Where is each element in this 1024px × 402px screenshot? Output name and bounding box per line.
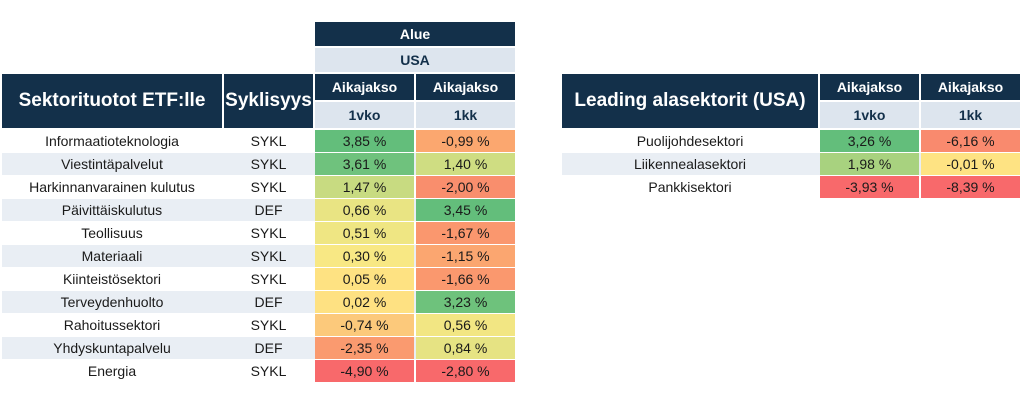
return-1kk: -1,66 % bbox=[416, 268, 515, 290]
cyclicality-value: DEF bbox=[254, 202, 283, 218]
table-row: Terveydenhuolto DEF 0,02 % 3,23 % bbox=[2, 291, 515, 313]
return-1vko: 0,51 % bbox=[315, 222, 414, 244]
table-title: Sektorituotot ETF:lle bbox=[2, 74, 222, 128]
table-row: Energia SYKL -4,90 % -2,80 % bbox=[2, 360, 515, 382]
table-row: Teollisuus SYKL 0,51 % -1,67 % bbox=[2, 222, 515, 244]
return-1vko: 0,66 % bbox=[315, 199, 414, 221]
return-1kk: 0,84 % bbox=[416, 337, 515, 359]
return-1kk: -0,99 % bbox=[416, 130, 515, 152]
return-1kk: -2,00 % bbox=[416, 176, 515, 198]
table-row: Viestintäpalvelut SYKL 3,61 % 1,40 % bbox=[2, 153, 515, 175]
subsector-name: Puolijohdesektori bbox=[636, 133, 744, 149]
subsector-return-1vko: 3,26 % bbox=[820, 130, 919, 152]
return-1kk: 1,40 % bbox=[416, 153, 515, 175]
sector-name: Päivittäiskulutus bbox=[61, 202, 163, 218]
subsector-table-title: Leading alasektorit (USA) bbox=[562, 74, 818, 128]
cyclicality-value: DEF bbox=[254, 294, 283, 310]
subsector-return-1vko: -3,93 % bbox=[820, 176, 919, 198]
subsector-period-label-2: Aikajakso bbox=[921, 74, 1020, 100]
subsector-return-1kk: -6,16 % bbox=[921, 130, 1020, 152]
table-row: Pankkisektori -3,93 % -8,39 % bbox=[562, 176, 1020, 198]
period-label-1: Aikajakso bbox=[315, 74, 414, 100]
table-row: Harkinnanvarainen kulutus SYKL 1,47 % -2… bbox=[2, 176, 515, 198]
cyclicality-value: SYKL bbox=[250, 156, 287, 172]
return-1vko: 0,30 % bbox=[315, 245, 414, 267]
table-row: Päivittäiskulutus DEF 0,66 % 3,45 % bbox=[2, 199, 515, 221]
return-1vko: 3,61 % bbox=[315, 153, 414, 175]
sector-name: Teollisuus bbox=[81, 225, 143, 241]
subsector-name: Pankkisektori bbox=[648, 179, 732, 195]
sector-name: Terveydenhuolto bbox=[60, 294, 164, 310]
return-1kk: 3,23 % bbox=[416, 291, 515, 313]
sector-name: Materiaali bbox=[81, 248, 143, 264]
table-row: Puolijohdesektori 3,26 % -6,16 % bbox=[562, 130, 1020, 152]
return-1kk: 0,56 % bbox=[416, 314, 515, 336]
period-label-2: Aikajakso bbox=[416, 74, 515, 100]
return-1vko: -2,35 % bbox=[315, 337, 414, 359]
sector-name: Harkinnanvarainen kulutus bbox=[29, 179, 195, 195]
return-1vko: 0,02 % bbox=[315, 291, 414, 313]
table-row: Yhdyskuntapalvelu DEF -2,35 % 0,84 % bbox=[2, 337, 515, 359]
sector-name: Yhdyskuntapalvelu bbox=[53, 340, 171, 356]
subsector-return-1vko: 1,98 % bbox=[820, 153, 919, 175]
sector-name: Energia bbox=[87, 363, 137, 379]
table-row: Liikennealasektori 1,98 % -0,01 % bbox=[562, 153, 1020, 175]
table-row: Rahoitussektori SYKL -0,74 % 0,56 % bbox=[2, 314, 515, 336]
region-label: Alue bbox=[315, 22, 515, 46]
subsector-return-1kk: -8,39 % bbox=[921, 176, 1020, 198]
return-1vko: 1,47 % bbox=[315, 176, 414, 198]
sector-name: Rahoitussektori bbox=[63, 317, 161, 333]
cyclicality-value: DEF bbox=[254, 340, 283, 356]
table-row: Kiinteistösektori SYKL 0,05 % -1,66 % bbox=[2, 268, 515, 290]
sector-name: Viestintäpalvelut bbox=[61, 156, 163, 172]
return-1vko: -4,90 % bbox=[315, 360, 414, 382]
subsector-return-1kk: -0,01 % bbox=[921, 153, 1020, 175]
cyclicality-value: SYKL bbox=[250, 133, 287, 149]
sector-name: Informaatioteknologia bbox=[45, 133, 179, 149]
table-row: Materiaali SYKL 0,30 % -1,15 % bbox=[2, 245, 515, 267]
subsector-period-1vko: 1vko bbox=[820, 102, 919, 128]
subsector-period-label-1: Aikajakso bbox=[820, 74, 919, 100]
return-1kk: -1,15 % bbox=[416, 245, 515, 267]
cyclicality-value: SYKL bbox=[250, 271, 287, 287]
return-1kk: -2,80 % bbox=[416, 360, 515, 382]
cyclicality-value: SYKL bbox=[250, 225, 287, 241]
return-1kk: 3,45 % bbox=[416, 199, 515, 221]
return-1vko: 0,05 % bbox=[315, 268, 414, 290]
subsector-period-1kk: 1kk bbox=[921, 102, 1020, 128]
return-1vko: -0,74 % bbox=[315, 314, 414, 336]
return-1kk: -1,67 % bbox=[416, 222, 515, 244]
cyclicality-value: SYKL bbox=[250, 179, 287, 195]
region-value: USA bbox=[315, 48, 515, 72]
sector-name: Kiinteistösektori bbox=[62, 271, 162, 287]
cyclicality-value: SYKL bbox=[250, 317, 287, 333]
period-1kk: 1kk bbox=[416, 102, 515, 128]
return-1vko: 3,85 % bbox=[315, 130, 414, 152]
subsector-name: Liikennealasektori bbox=[633, 156, 747, 172]
cyclicality-value: SYKL bbox=[250, 248, 287, 264]
table-row: Informaatioteknologia SYKL 3,85 % -0,99 … bbox=[2, 130, 515, 152]
cyclicality-header: Syklisyys bbox=[224, 74, 313, 128]
cyclicality-value: SYKL bbox=[250, 363, 287, 379]
period-1vko: 1vko bbox=[315, 102, 414, 128]
